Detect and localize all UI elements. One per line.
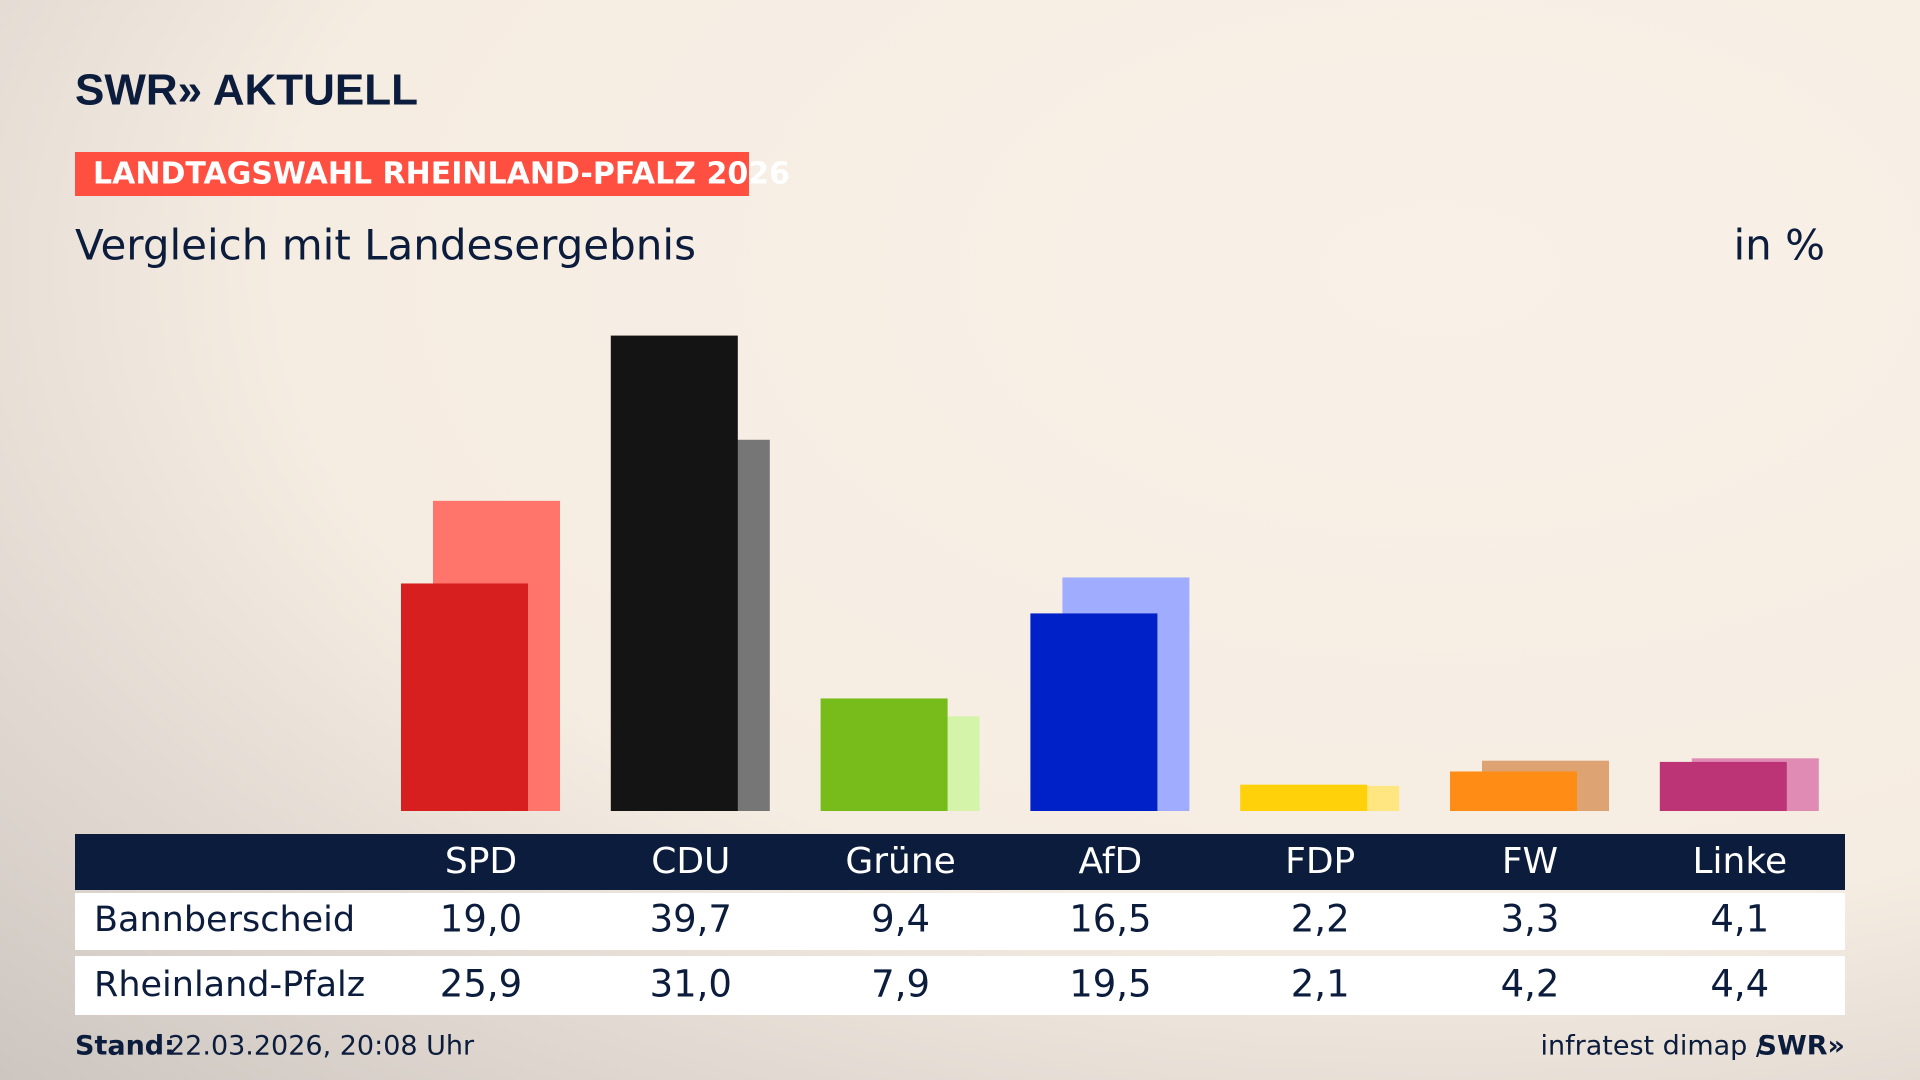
stand-value: 22.03.2026, 20:08 Uhr	[168, 1031, 475, 1062]
column-header: CDU	[651, 841, 730, 882]
source-brand: SWR»	[1758, 1031, 1845, 1062]
row-label: Rheinland-Pfalz	[94, 965, 365, 1005]
brand: SWR» AKTUELL	[75, 66, 418, 115]
stand-label: Stand:	[75, 1031, 175, 1062]
bar	[610, 335, 738, 811]
column-header: FDP	[1285, 841, 1355, 882]
value-label: 4,2	[1501, 963, 1560, 1006]
source: infratest dimap /	[1540, 1031, 1765, 1062]
value-label: 4,1	[1710, 898, 1769, 941]
tag-box	[75, 152, 749, 196]
value-label: 39,7	[650, 898, 732, 941]
value-label: 19,0	[440, 898, 522, 941]
value-label: 3,3	[1501, 898, 1560, 941]
value-label: 16,5	[1069, 898, 1151, 941]
column-header: Linke	[1693, 841, 1788, 882]
value-label: 2,2	[1291, 898, 1350, 941]
column-header: Grüne	[845, 841, 955, 882]
value-label: 2,1	[1291, 963, 1350, 1006]
value-label: 19,5	[1069, 963, 1151, 1006]
bar	[1030, 613, 1158, 811]
tag: LANDTAGSWAHL RHEINLAND-PFALZ 2026	[93, 157, 790, 192]
value-label: 31,0	[650, 963, 732, 1006]
table-header	[75, 834, 1845, 890]
value-label: 25,9	[440, 963, 522, 1006]
column-header: FW	[1502, 841, 1558, 882]
bar	[1240, 784, 1368, 811]
table-row	[75, 893, 1845, 950]
bar	[1450, 771, 1577, 811]
table-row	[75, 956, 1845, 1015]
column-header: SPD	[445, 841, 517, 882]
bar	[820, 698, 948, 811]
bar	[1659, 761, 1787, 811]
value-label: 4,4	[1710, 963, 1769, 1006]
bar	[401, 583, 528, 811]
row-label: Bannberscheid	[94, 900, 355, 940]
unit-label: in %	[1733, 221, 1825, 270]
column-header: AfD	[1079, 841, 1143, 882]
value-label: 7,9	[871, 963, 930, 1006]
value-label: 9,4	[871, 898, 930, 941]
chart-title: Vergleich mit Landesergebnis	[75, 221, 696, 270]
